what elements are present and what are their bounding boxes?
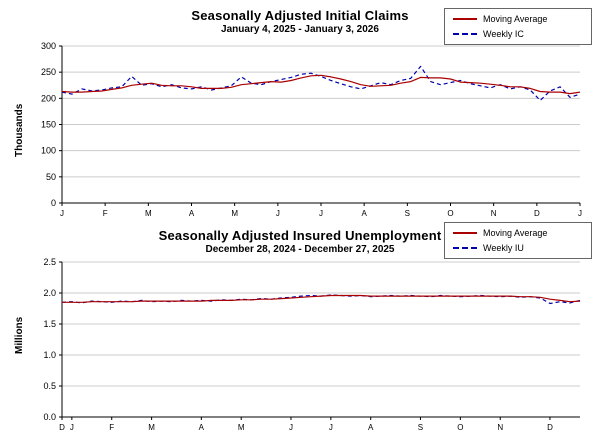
svg-text:J: J [329,423,333,432]
svg-text:A: A [199,423,205,432]
svg-text:F: F [109,423,114,432]
svg-text:100: 100 [41,146,56,156]
svg-text:D: D [547,423,553,432]
legend-label-weekly-ic: Weekly IC [483,29,524,39]
svg-text:50: 50 [46,172,56,182]
chart-title: Seasonally Adjusted Initial Claims [191,8,409,23]
insured-unemployment-chart: Seasonally Adjusted Insured Unemployment… [0,220,600,441]
svg-text:J: J [60,209,64,218]
svg-text:A: A [189,209,195,218]
legend-item-moving-average: Moving Average [453,228,583,238]
chart-subtitle: January 4, 2025 - January 3, 2026 [221,24,379,35]
svg-text:O: O [457,423,463,432]
svg-text:250: 250 [41,67,56,77]
svg-text:200: 200 [41,93,56,103]
svg-text:0: 0 [51,198,56,208]
svg-text:A: A [368,423,374,432]
legend-item-weekly-ic: Weekly IC [453,29,583,39]
svg-text:J: J [276,209,280,218]
svg-text:0.0: 0.0 [43,412,56,422]
legend-label-moving-average: Moving Average [483,14,548,24]
svg-text:M: M [145,209,152,218]
svg-text:2.0: 2.0 [43,288,56,298]
svg-text:O: O [447,209,453,218]
weekly-iu-line-sample [453,247,477,249]
svg-text:M: M [148,423,155,432]
svg-text:J: J [319,209,323,218]
svg-text:150: 150 [41,120,56,130]
chart-title: Seasonally Adjusted Insured Unemployment [158,228,442,243]
svg-text:D: D [59,423,65,432]
svg-text:J: J [289,423,293,432]
svg-text:J: J [578,209,582,218]
svg-text:1.0: 1.0 [43,350,56,360]
svg-text:A: A [361,209,367,218]
insured-unemployment-plot: 0.00.51.01.52.02.5D J F M A M J J A S O N D [43,257,581,432]
svg-text:J: J [70,423,74,432]
initial-claims-plot: 0 50 100 150 200 250 300 J F M A M J J A S O N D J [41,41,582,218]
legend-item-weekly-iu: Weekly IU [453,243,583,253]
weekly-ic-line-sample [453,33,477,35]
svg-text:300: 300 [41,41,56,51]
svg-text:2.5: 2.5 [43,257,56,267]
legend-item-moving-average: Moving Average [453,14,583,24]
legend-label-weekly-iu: Weekly IU [483,243,524,253]
svg-text:0.5: 0.5 [43,381,56,391]
legend: Moving Average Weekly IC [444,8,592,45]
svg-text:1.5: 1.5 [43,319,56,329]
svg-text:F: F [103,209,108,218]
svg-text:M: M [238,423,245,432]
svg-text:S: S [405,209,410,218]
moving-average-line-sample [453,18,477,20]
legend-label-moving-average: Moving Average [483,228,548,238]
legend: Moving Average Weekly IU [444,222,592,259]
svg-text:D: D [534,209,540,218]
initial-claims-chart: Seasonally Adjusted Initial Claims Janua… [0,0,600,220]
svg-text:N: N [497,423,503,432]
moving-average-line-sample [453,232,477,234]
chart-subtitle: December 28, 2024 - December 27, 2025 [205,244,395,255]
svg-text:N: N [491,209,497,218]
svg-text:S: S [418,423,423,432]
svg-text:M: M [231,209,238,218]
